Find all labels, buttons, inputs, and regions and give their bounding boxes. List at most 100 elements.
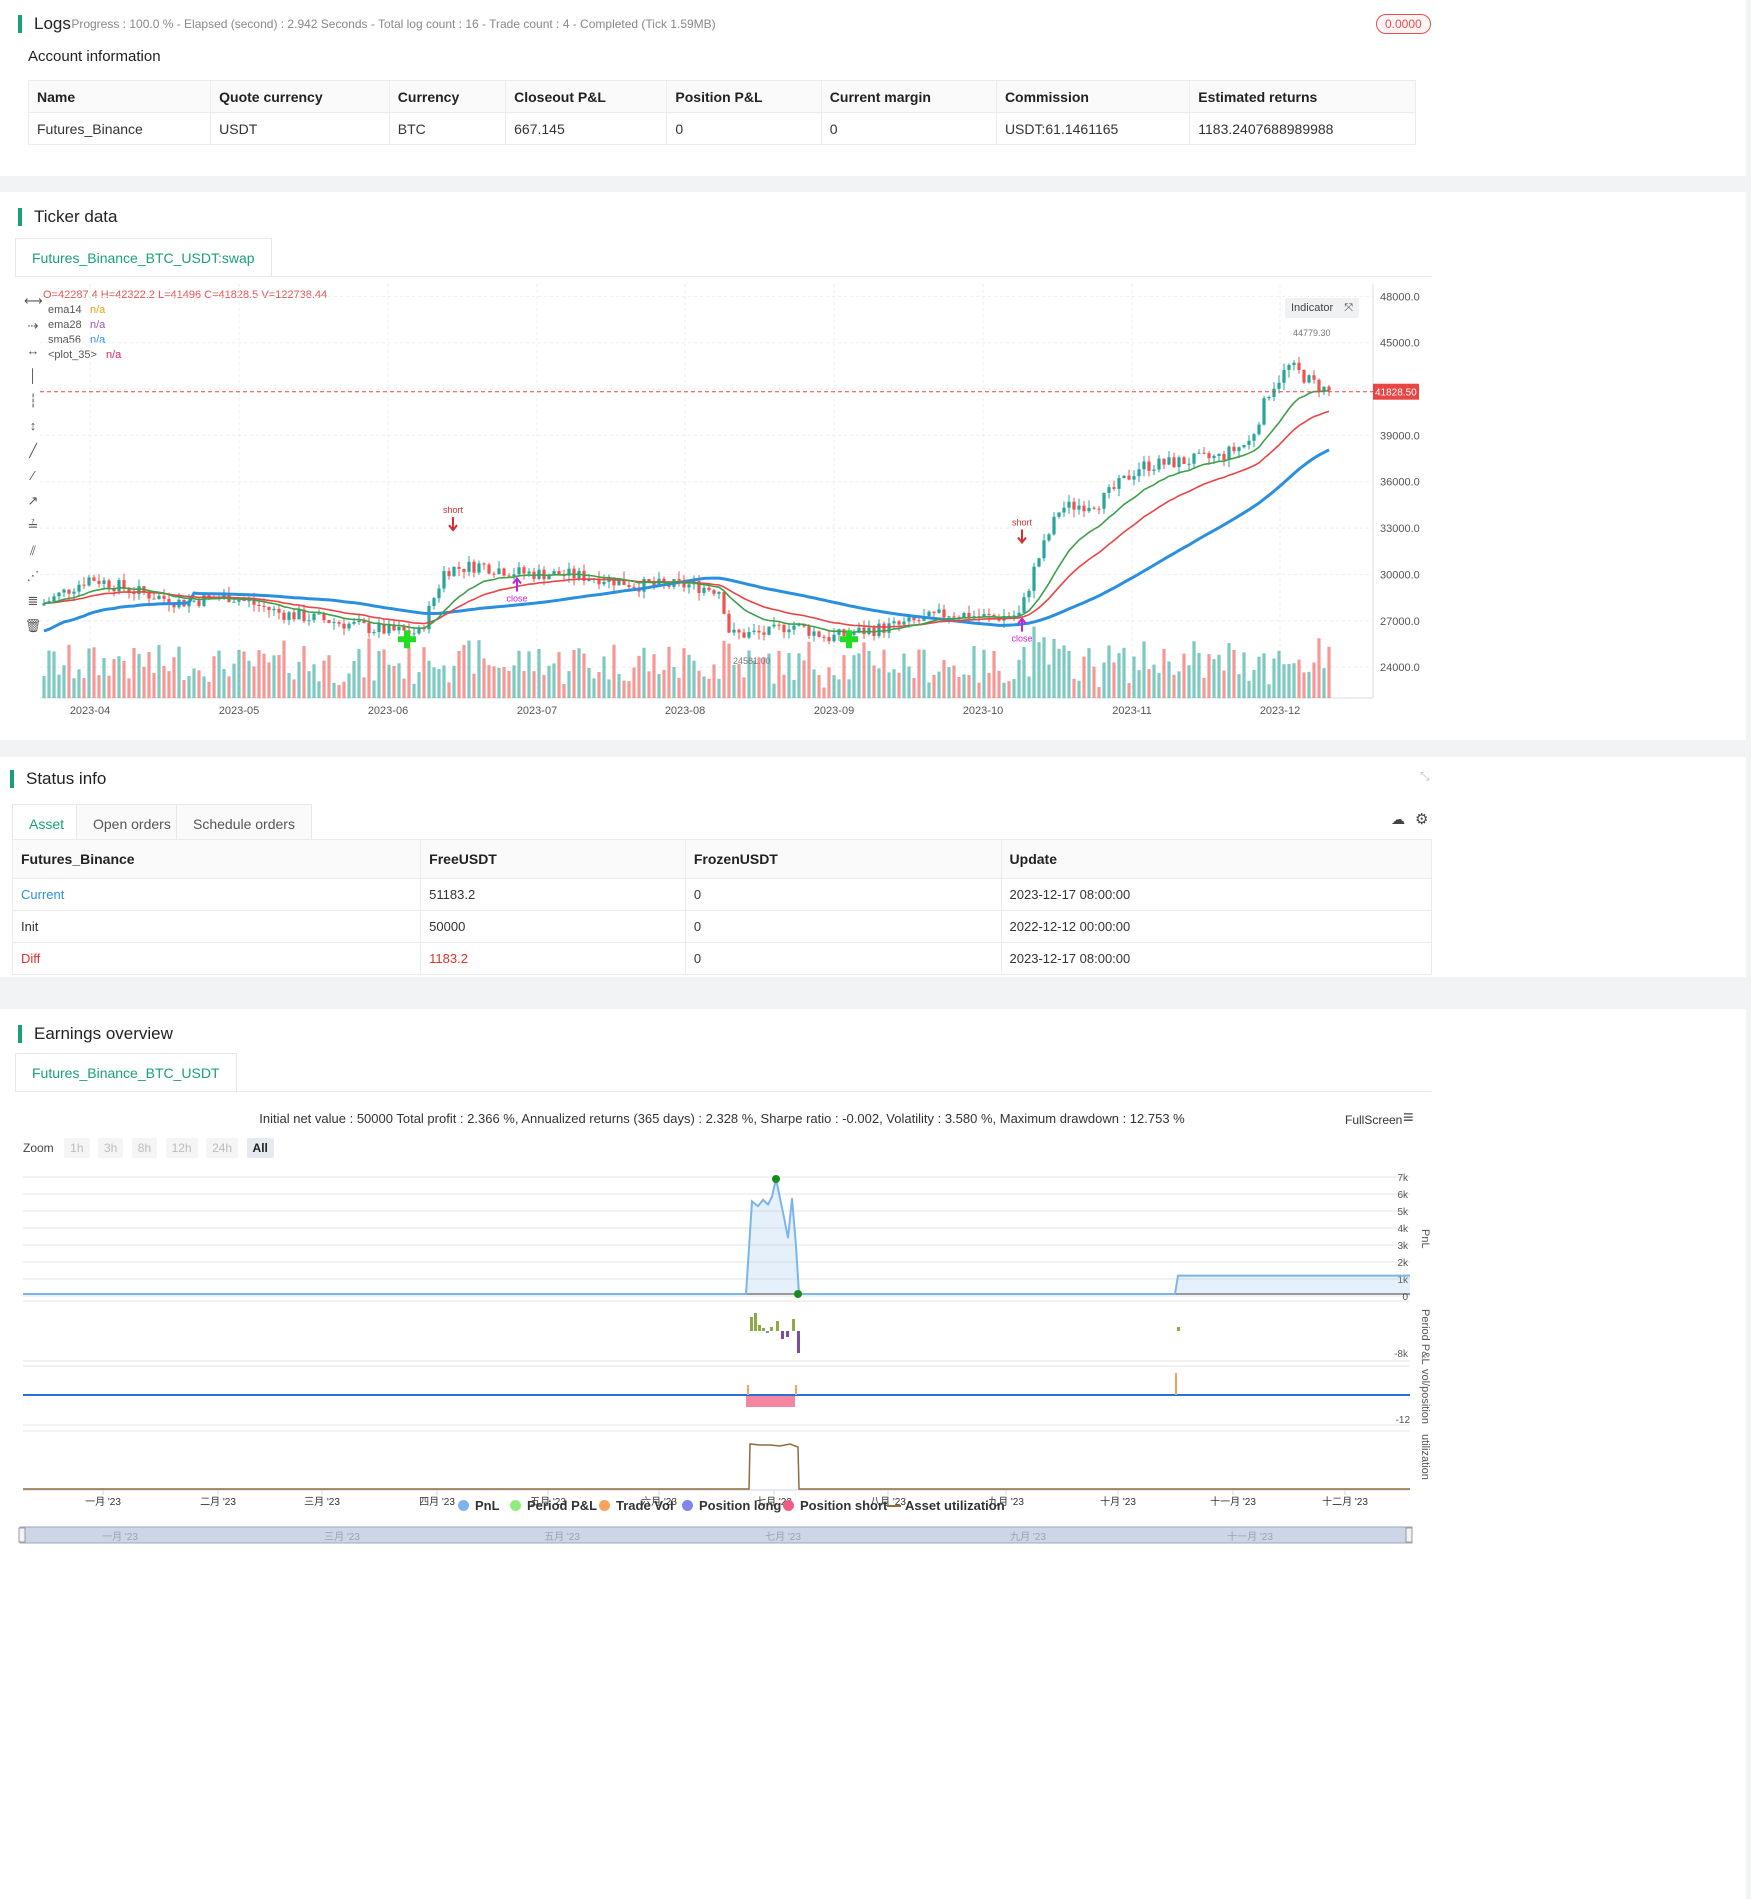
- horizontal-line-icon[interactable]: ⟷: [24, 293, 43, 308]
- volume-bar: [1207, 654, 1211, 698]
- navigator-handle-left[interactable]: [18, 1527, 26, 1543]
- indicator-row[interactable]: ema14 n/a: [48, 303, 121, 318]
- zoom-1h[interactable]: 1h: [64, 1138, 90, 1158]
- volume-bar: [1267, 684, 1271, 698]
- candle-body: [302, 609, 306, 622]
- fib-icon[interactable]: ⋰: [26, 568, 40, 583]
- tab-schedule-orders[interactable]: Schedule orders: [176, 804, 312, 842]
- tab-open-orders[interactable]: Open orders: [76, 804, 188, 842]
- indicator-row[interactable]: <plot_35> n/a: [48, 348, 121, 363]
- y-tick-label: 36000.00: [1380, 477, 1420, 489]
- candle-body: [337, 622, 341, 624]
- ticker-tab[interactable]: Futures_Binance_BTC_USDT:swap: [15, 238, 272, 276]
- cloud-download-icon[interactable]: ☁: [1391, 811, 1405, 827]
- candle-body: [1232, 446, 1236, 452]
- candle-body: [1142, 461, 1146, 470]
- volume-bar: [1022, 646, 1026, 698]
- buy-signal-icon: [840, 630, 858, 649]
- arrow-line-icon[interactable]: ↗: [27, 493, 39, 508]
- legend-item[interactable]: Asset utilization: [887, 1498, 1005, 1513]
- candle-body: [482, 563, 486, 565]
- collapse-icon[interactable]: ⤡: [1420, 769, 1430, 783]
- volume-bar: [1137, 670, 1141, 698]
- volume-bar: [1122, 647, 1126, 698]
- legend-item[interactable]: Period P&L: [510, 1498, 597, 1513]
- legend-item[interactable]: Trade Vol: [599, 1498, 674, 1513]
- period-pnl-bar: [1177, 1327, 1180, 1331]
- legend-item[interactable]: Position short: [783, 1498, 887, 1513]
- candle-body: [597, 578, 601, 585]
- volume-bar: [1007, 681, 1011, 698]
- fib-retracement-icon[interactable]: ≣: [27, 593, 39, 608]
- candle-body: [452, 566, 456, 577]
- table-cell: Init: [11, 910, 422, 943]
- candle-body: [192, 600, 196, 602]
- indicator-button[interactable]: Indicator ⤧: [1285, 298, 1359, 318]
- volume-bar: [847, 679, 851, 698]
- indicator-row[interactable]: ema28 n/a: [48, 318, 121, 333]
- close-signal-label: close: [506, 594, 527, 604]
- month-label: 二月 '23: [200, 1496, 236, 1508]
- earnings-chart[interactable]: 7k 6k 5k 4k 3k 2k 1k 0 PnL -8k Period P&L -12 vol/po…: [0, 1159, 1440, 1549]
- zoom-12h[interactable]: 12h: [165, 1138, 198, 1158]
- volume-bar: [102, 658, 106, 698]
- candle-body: [862, 627, 866, 635]
- ray-line-icon[interactable]: ⁄: [31, 468, 35, 483]
- navigator-range[interactable]: [19, 1526, 1413, 1544]
- horizontal-ray-icon[interactable]: ⇢: [27, 318, 39, 333]
- volume-bar: [457, 650, 461, 698]
- price-line-icon[interactable]: ≟: [27, 518, 39, 533]
- vertical-segment-icon[interactable]: ┆: [29, 393, 37, 408]
- candle-body: [757, 630, 761, 633]
- util-axis-title: utilization: [1419, 1434, 1431, 1480]
- column-header: Currency: [388, 80, 507, 113]
- zoom-8h[interactable]: 8h: [131, 1138, 158, 1158]
- volume-bar: [1082, 656, 1086, 698]
- legend-dot-icon: [458, 1500, 469, 1511]
- zoom-3h[interactable]: 3h: [97, 1138, 124, 1158]
- candle-body: [67, 589, 71, 594]
- short-signal-label: short: [1012, 518, 1033, 528]
- trend-line-icon[interactable]: ╱: [29, 443, 37, 458]
- candle-body: [42, 603, 46, 606]
- legend-label: Position short: [800, 1498, 888, 1513]
- volume-bar: [207, 681, 211, 698]
- min-marker: [794, 1290, 802, 1298]
- candle-body: [1217, 453, 1221, 456]
- navigator-handle-right[interactable]: [1405, 1527, 1413, 1543]
- volume-bar: [177, 646, 181, 698]
- candle-body: [932, 611, 936, 613]
- fullscreen-button[interactable]: FullScreen: [1345, 1113, 1403, 1127]
- tab-asset[interactable]: Asset: [12, 804, 82, 842]
- trash-icon[interactable]: 🗑: [24, 618, 42, 633]
- legend-item[interactable]: PnL: [458, 1498, 500, 1513]
- zoom-24h[interactable]: 24h: [206, 1138, 239, 1158]
- zoom-all[interactable]: All: [246, 1138, 274, 1158]
- candle-body: [702, 587, 706, 593]
- expand-icon[interactable]: ⤧: [1344, 302, 1353, 314]
- legend-item[interactable]: Position long: [682, 1498, 781, 1513]
- earnings-tab[interactable]: Futures_Binance_BTC_USDT: [15, 1053, 237, 1091]
- candle-body: [152, 598, 156, 600]
- volume-bar: [1162, 648, 1166, 698]
- volume-bar: [577, 648, 581, 698]
- trade-vol-bar: [747, 1385, 749, 1395]
- volume-bar: [57, 674, 61, 698]
- extended-line-icon[interactable]: ↔: [26, 343, 40, 358]
- volume-bar: [527, 651, 531, 698]
- gear-icon[interactable]: ⚙: [1415, 811, 1429, 828]
- vertical-line-icon[interactable]: │: [28, 368, 38, 383]
- volume-bar: [892, 669, 896, 698]
- price-range-icon[interactable]: ↕: [29, 418, 37, 433]
- volume-bar: [1177, 671, 1181, 698]
- menu-icon[interactable]: ≡: [1403, 1107, 1414, 1127]
- parallel-channel-icon[interactable]: ⫽: [30, 543, 36, 558]
- candle-body: [252, 600, 256, 605]
- x-tick-label: 2023-05: [219, 705, 259, 717]
- indicator-label: Indicator: [1291, 302, 1334, 314]
- volume-bar: [1182, 653, 1186, 698]
- legend-line-icon: [887, 1505, 901, 1507]
- candlestick-chart[interactable]: 48000.0045000.0042000.0039000.0036000.00…: [0, 284, 1420, 724]
- candle-body: [822, 636, 826, 638]
- candle-body: [232, 601, 236, 603]
